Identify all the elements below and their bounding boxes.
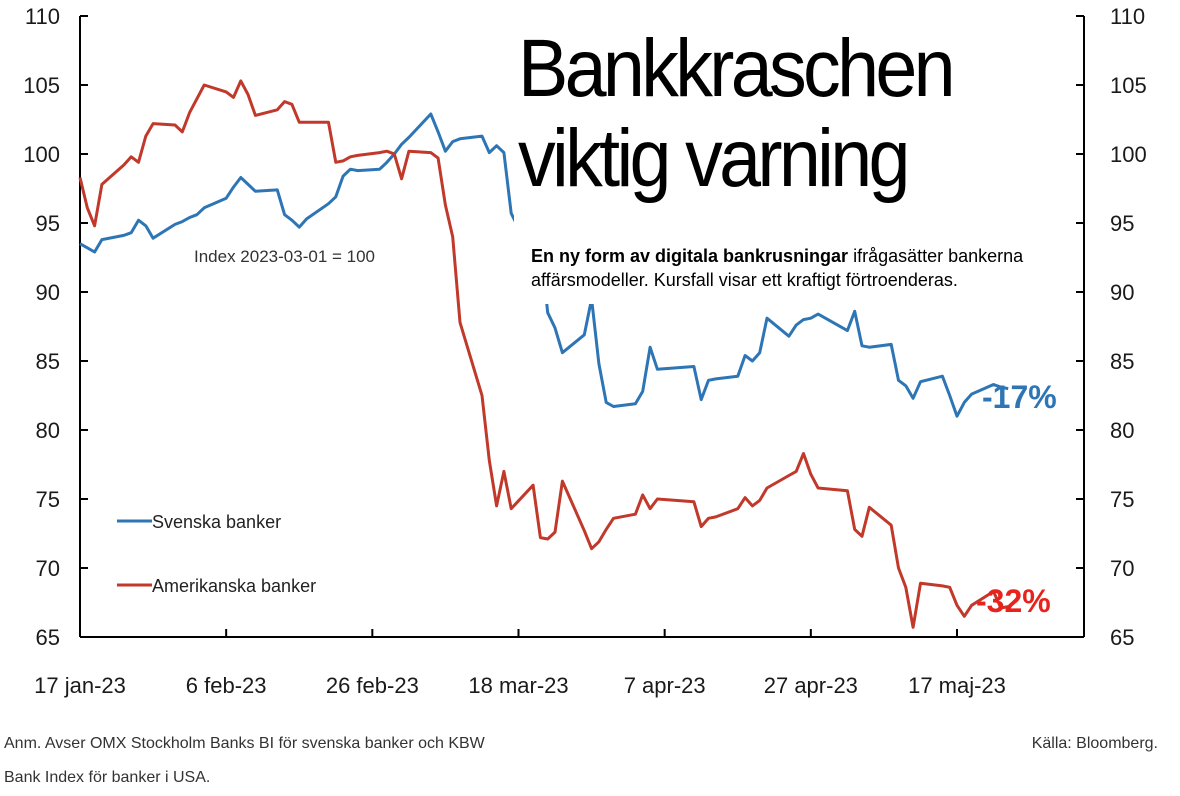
y-tick-label-left: 80: [36, 418, 60, 443]
end-label-svenska: -17%: [982, 379, 1057, 415]
y-tick-label-left: 105: [23, 73, 60, 98]
source-note: Källa: Bloomberg.: [1031, 735, 1158, 752]
subheadline-rest: ifrågasätter bankerna affärsmodeller. Ku…: [531, 246, 1024, 290]
y-tick-label-right: 70: [1110, 556, 1134, 581]
y-tick-label-right: 85: [1110, 349, 1134, 374]
y-tick-label-right: 100: [1110, 142, 1147, 167]
y-tick-label-right: 105: [1110, 73, 1147, 98]
y-tick-label-left: 100: [23, 142, 60, 167]
y-tick-label-right: 75: [1110, 487, 1134, 512]
y-tick-label-left: 85: [36, 349, 60, 374]
footnote-line-2: Bank Index för banker i USA.: [4, 769, 211, 786]
series-line-amerikanska-banker: [78, 79, 1009, 629]
right-y-ticks: 65 70 75 80 85 90 95 100 105 110: [1076, 4, 1147, 650]
subheadline: En ny form av digitala bankrusningar ifr…: [531, 244, 1051, 292]
legend-label-svenska: Svenska banker: [152, 512, 281, 532]
footnote-line-1: Anm. Avser OMX Stockholm Banks BI för sv…: [4, 735, 485, 752]
headline-box: [514, 20, 1052, 304]
footnote: Anm. Avser OMX Stockholm Banks BI för sv…: [4, 727, 624, 795]
y-tick-label-left: 110: [25, 4, 60, 29]
y-tick-label-right: 80: [1110, 418, 1134, 443]
x-tick-label: 17 maj-23: [908, 673, 1006, 698]
y-tick-label-right: 65: [1110, 625, 1134, 650]
x-tick-label: 7 apr-23: [624, 673, 706, 698]
chart-axes: [79, 16, 1085, 638]
headline-line-1: Bankkraschen: [518, 23, 956, 114]
end-label-amerikanska: -32%: [976, 583, 1051, 619]
x-tick-label: 27 apr-23: [764, 673, 858, 698]
headline-line-2: viktig varning: [518, 113, 910, 204]
headline: Bankkraschen viktig varning: [518, 24, 1006, 204]
y-tick-label-left: 75: [36, 487, 60, 512]
subheadline-bold: En ny form av digitala bankrusningar: [531, 246, 849, 266]
x-tick-label: 26 feb-23: [326, 673, 419, 698]
chart-legend: Svenska banker Amerikanska banker: [117, 512, 316, 596]
y-tick-label-right: 110: [1110, 4, 1145, 29]
x-tick-label: 17 jan-23: [34, 673, 126, 698]
x-tick-label: 6 feb-23: [186, 673, 267, 698]
x-ticks: 17 jan-23 6 feb-23 26 feb-23 18 mar-23 7 apr…: [34, 629, 1006, 698]
y-tick-label-left: 90: [36, 280, 60, 305]
y-tick-label-left: 65: [36, 625, 60, 650]
legend-label-amerikanska: Amerikanska banker: [152, 576, 316, 596]
left-y-ticks: 65 70 75 80 85 90 95 100 105 110: [23, 4, 88, 650]
y-tick-label-right: 90: [1110, 280, 1134, 305]
y-tick-label-left: 70: [36, 556, 60, 581]
y-tick-label-right: 95: [1110, 211, 1134, 236]
x-tick-label: 18 mar-23: [468, 673, 568, 698]
index-annotation: Index 2023-03-01 = 100: [194, 247, 375, 266]
y-tick-label-left: 95: [36, 211, 60, 236]
